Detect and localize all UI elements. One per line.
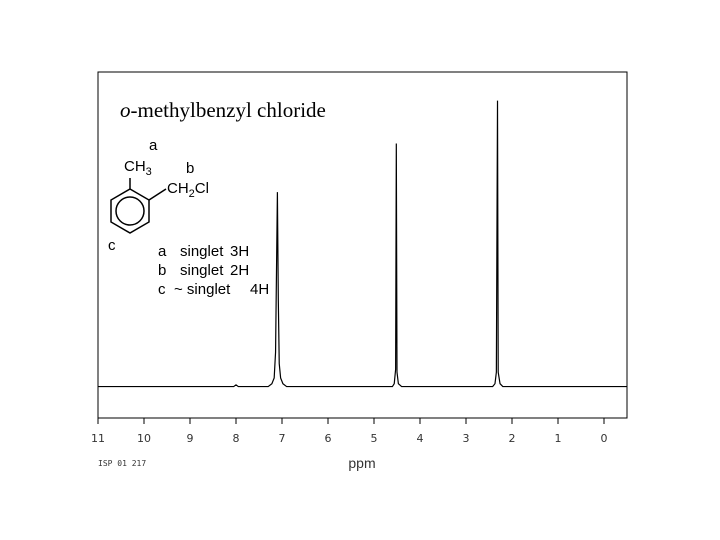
- x-tick-label: 9: [187, 432, 194, 445]
- x-tick-label: 4: [417, 432, 424, 445]
- assignment-cell: c: [158, 281, 166, 298]
- x-tick-label: 0: [601, 432, 608, 445]
- spectrum-line: [98, 100, 627, 388]
- assignment-cell: singlet: [180, 243, 224, 260]
- title-italic: o: [120, 98, 131, 122]
- assignment-cell: 3H: [230, 243, 249, 260]
- footnote: ISP 01 217: [98, 459, 146, 468]
- ch3-label: CH3: [124, 158, 152, 178]
- ch2cl-end: Cl: [195, 180, 209, 197]
- assignment-cell: 4H: [250, 281, 269, 298]
- x-tick-label: 5: [371, 432, 378, 445]
- x-tick-label: 2: [509, 432, 516, 445]
- x-tick-label: 8: [233, 432, 240, 445]
- assignment-cell: b: [158, 262, 166, 279]
- plot-frame: [97, 71, 628, 419]
- x-tick-label: 6: [325, 432, 332, 445]
- label-a: a: [149, 137, 158, 154]
- ch3-sub: 3: [146, 166, 152, 178]
- assignment-cell: 2H: [230, 262, 249, 279]
- assignment-table: a singlet 3H b singlet 2H c ~ singlet 4H: [158, 243, 269, 298]
- title-text: -methylbenzyl chloride: [131, 98, 326, 122]
- x-axis-label: ppm: [348, 455, 375, 471]
- benzene-ring: [110, 178, 167, 234]
- assignment-cell: a: [158, 243, 167, 260]
- ch2cl-label: CH2Cl: [167, 180, 209, 200]
- chart-title: o-methylbenzyl chloride: [120, 98, 326, 122]
- ch3-text: CH: [124, 158, 146, 175]
- label-c: c: [108, 237, 116, 254]
- label-b: b: [186, 160, 194, 177]
- x-tick-label: 10: [137, 432, 151, 445]
- assignment-cell: ~ singlet: [174, 281, 231, 298]
- x-tick-label: 1: [555, 432, 562, 445]
- x-tick-label: 3: [463, 432, 470, 445]
- ch2cl-sub: 2: [189, 188, 195, 200]
- x-tick-label: 7: [279, 432, 286, 445]
- ch2cl-text: CH: [167, 180, 189, 197]
- plot-area: 11 10 9 8 7 6 5 4 3 2 1 0: [91, 100, 627, 445]
- x-tick-label: 11: [91, 432, 105, 445]
- assignment-cell: singlet: [180, 262, 224, 279]
